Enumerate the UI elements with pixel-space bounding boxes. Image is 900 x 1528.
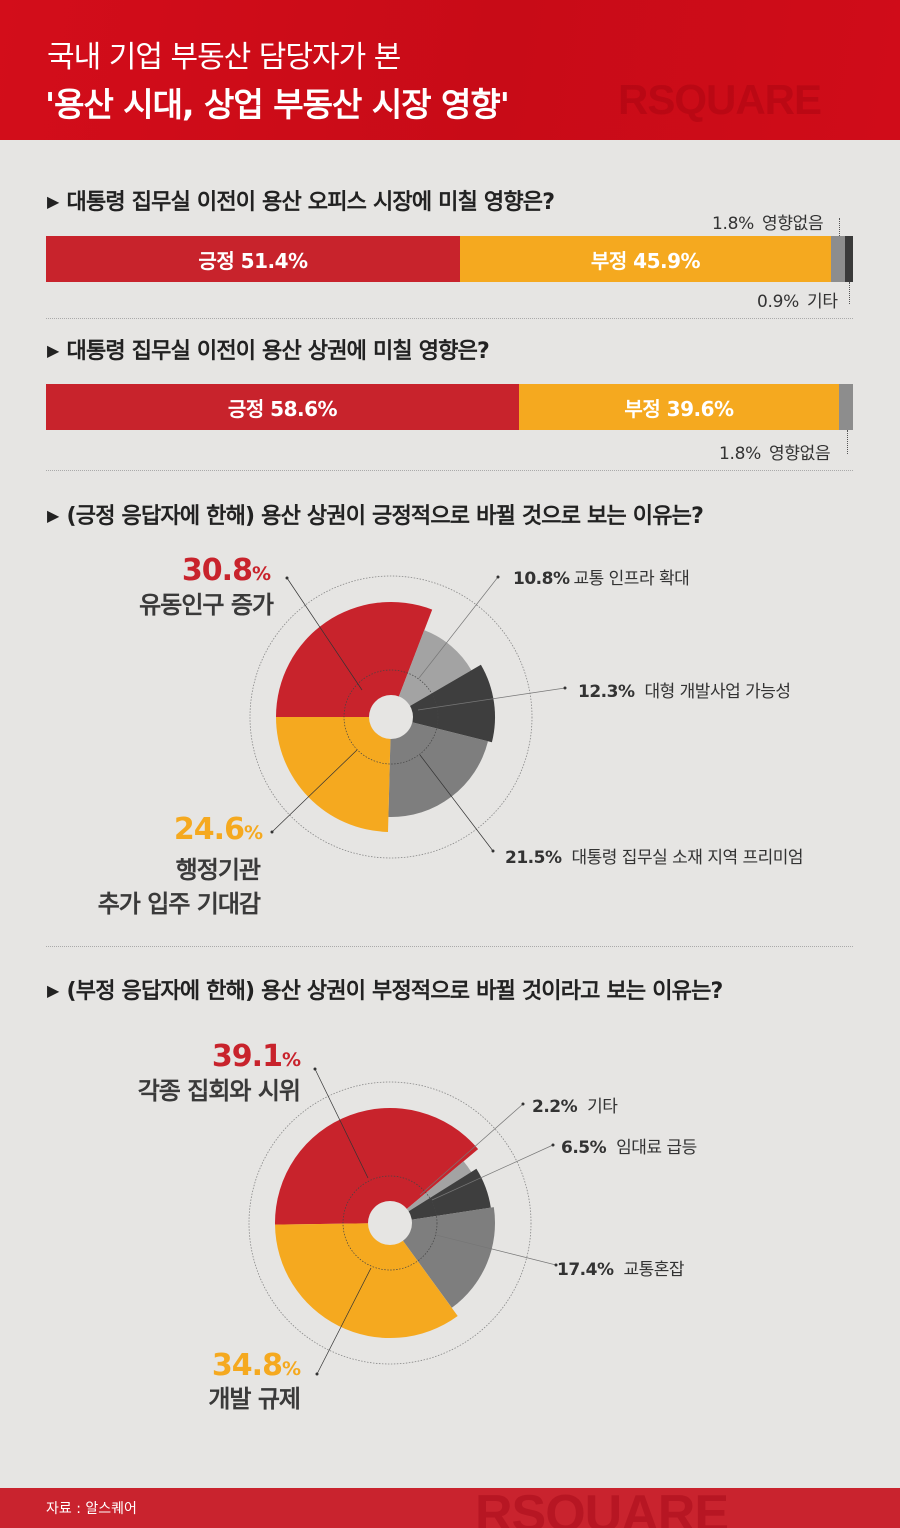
q4-bottom-pct-value: 34.8 — [211, 1348, 283, 1383]
q3-title-text: (긍정 응답자에 한해) 용산 상권이 긍정적으로 바뀔 것으로 보는 이유는? — [66, 504, 704, 529]
triangle-marker-icon: ▶ — [47, 506, 59, 525]
q3-bottom-label-line-1: 행정기관 — [175, 856, 261, 884]
q4-slice-other — [390, 1161, 472, 1223]
q3-slice-population — [276, 601, 433, 717]
q4-title-text: (부정 응답자에 한해) 용산 상권이 부정적으로 바뀔 것이라고 보는 이유는… — [66, 979, 724, 1004]
percent-sign: % — [281, 1049, 301, 1071]
q4-side-pct-1: 2.2% — [532, 1097, 578, 1117]
q2-positive-segment: 긍정 58.6% — [46, 384, 519, 430]
q3-title: ▶ (긍정 응답자에 한해) 용산 상권이 긍정적으로 바뀔 것으로 보는 이유는… — [47, 498, 704, 530]
q3-slice-agencies — [276, 717, 391, 832]
q3-side-label-2: 12.3% 대형 개발사업 가능성 — [578, 677, 791, 702]
q3-bottom-pct: 24.6% — [173, 812, 263, 847]
q4-top-pct-value: 39.1 — [211, 1039, 283, 1074]
header-banner: 국내 기업 부동산 담당자가 본 '용산 시대, 상업 부동산 시장 영향' R… — [0, 0, 900, 140]
q2-title: ▶ 대통령 집무실 이전이 용산 상권에 미칠 영향은? — [47, 333, 490, 365]
rsquare-logo-watermark: RSQUARE — [618, 76, 822, 123]
q4-side-label-1: 2.2% 기타 — [532, 1092, 618, 1117]
q1-stacked-bar: 긍정 51.4% 부정 45.9% — [46, 236, 853, 282]
q4-side-text-3: 교통혼잡 — [623, 1260, 685, 1280]
q1-other-segment — [845, 236, 853, 282]
q2-none-leader — [847, 430, 848, 454]
q4-side-label-3: 17.4% 교통혼잡 — [557, 1255, 685, 1280]
q4-title: ▶ (부정 응답자에 한해) 용산 상권이 부정적으로 바뀔 것이라고 보는 이유… — [47, 973, 724, 1005]
q3-bottom-label-line-2: 추가 입주 기대감 — [97, 890, 261, 918]
q3-side-label-1: 10.8% 교통 인프라 확대 — [513, 564, 690, 589]
triangle-marker-icon: ▶ — [47, 981, 59, 1000]
q3-slice-transport — [391, 630, 472, 717]
footer-bar: 자료 : 알스퀘어 RSQUARE — [0, 1488, 900, 1528]
q3-side-pct-3: 21.5% — [505, 848, 562, 868]
q3-side-pct-2: 12.3% — [578, 682, 635, 702]
triangle-marker-icon: ▶ — [47, 192, 59, 211]
q2-none-text: 영향없음 — [769, 444, 831, 464]
percent-sign: % — [243, 822, 263, 844]
q3-slice-development — [391, 664, 496, 743]
divider — [46, 470, 853, 471]
q1-none-text: 영향없음 — [762, 214, 824, 234]
q3-top-label: 유동인구 증가 — [139, 591, 274, 619]
q4-side-text-2: 임대료 급등 — [616, 1138, 697, 1158]
q1-other-pct: 0.9% — [757, 292, 799, 312]
q1-positive-segment: 긍정 51.4% — [46, 236, 460, 282]
q2-negative-segment: 부정 39.6% — [519, 384, 839, 430]
q1-none-leader — [839, 218, 840, 248]
q2-none-label: 1.8% 영향없음 — [719, 439, 831, 464]
q4-bottom-pct: 34.8% — [211, 1348, 301, 1383]
q3-donut-chart — [249, 575, 567, 859]
q3-side-pct-1: 10.8% — [513, 569, 570, 589]
q2-stacked-bar: 긍정 58.6% 부정 39.6% — [46, 384, 853, 430]
q4-side-label-2: 6.5% 임대료 급등 — [561, 1133, 697, 1158]
q3-side-text-3: 대통령 집무실 소재 지역 프리미엄 — [571, 848, 804, 868]
percent-sign: % — [251, 563, 271, 585]
q3-side-text-1: 교통 인프라 확대 — [573, 569, 690, 589]
q4-slice-regulation — [275, 1223, 458, 1339]
q2-none-segment — [839, 384, 853, 430]
q4-side-text-1: 기타 — [587, 1097, 618, 1117]
q3-side-label-3: 21.5% 대통령 집무실 소재 지역 프리미엄 — [505, 843, 804, 868]
q1-negative-segment: 부정 45.9% — [460, 236, 831, 282]
q3-top-pct: 30.8% — [181, 553, 271, 588]
q2-none-pct: 1.8% — [719, 444, 761, 464]
percent-sign: % — [281, 1358, 301, 1380]
q3-bottom-pct-value: 24.6 — [173, 812, 245, 847]
q1-other-label: 0.9% 기타 — [757, 287, 838, 312]
rsquare-logo-watermark: RSQUARE — [475, 1488, 729, 1528]
divider — [46, 946, 853, 947]
source-credit: 자료 : 알스퀘어 — [46, 1501, 137, 1517]
triangle-marker-icon: ▶ — [47, 341, 59, 360]
header-subtitle: 국내 기업 부동산 담당자가 본 — [47, 40, 401, 75]
q1-none-label: 1.8% 영향없음 — [712, 209, 824, 234]
q4-side-pct-3: 17.4% — [557, 1260, 614, 1280]
q1-other-text: 기타 — [807, 292, 838, 312]
q4-donut-chart — [248, 1067, 558, 1376]
divider — [46, 318, 853, 319]
q4-slice-traffic — [390, 1207, 495, 1308]
q4-slice-protests — [274, 1108, 479, 1225]
q4-top-label: 각종 집회와 시위 — [137, 1077, 301, 1105]
q4-top-pct: 39.1% — [211, 1039, 301, 1074]
q4-side-pct-2: 6.5% — [561, 1138, 607, 1158]
q3-top-pct-value: 30.8 — [181, 553, 253, 588]
q1-title-text: 대통령 집무실 이전이 용산 오피스 시장에 미칠 영향은? — [66, 190, 555, 215]
q1-none-pct: 1.8% — [712, 214, 754, 234]
q3-slice-premium — [388, 717, 488, 818]
header-title: '용산 시대, 상업 부동산 시장 영향' — [45, 85, 510, 124]
q1-none-segment — [831, 236, 845, 282]
q1-other-leader — [849, 282, 850, 304]
q3-side-text-2: 대형 개발사업 가능성 — [644, 682, 791, 702]
q1-title: ▶ 대통령 집무실 이전이 용산 오피스 시장에 미칠 영향은? — [47, 184, 555, 216]
q2-title-text: 대통령 집무실 이전이 용산 상권에 미칠 영향은? — [66, 339, 490, 364]
q4-bottom-label: 개발 규제 — [208, 1385, 301, 1413]
